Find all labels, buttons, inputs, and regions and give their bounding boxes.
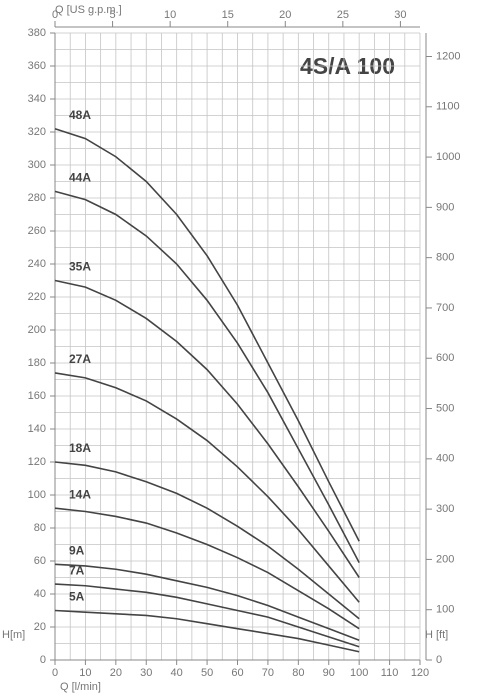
curve [54, 372, 360, 603]
curve-label: 44A [69, 171, 91, 185]
x2-tick-label: 15 [222, 9, 234, 21]
x-tick-label: 120 [411, 667, 429, 679]
curve-label: 14A [69, 487, 91, 501]
y-tick-label: 20 [34, 621, 46, 633]
x-tick-label: 110 [381, 667, 399, 679]
x2-tick-label: 5 [110, 9, 116, 21]
y-tick-label: 320 [28, 126, 46, 138]
curve [54, 583, 360, 648]
curve-label: 7A [69, 563, 85, 577]
curve [54, 609, 360, 653]
y-tick-label: 280 [28, 192, 46, 204]
y2-axis-label: H [ft] [425, 629, 448, 641]
y2-tick-label: 1200 [436, 50, 460, 62]
y-tick-label: 360 [28, 60, 46, 72]
y-tick-label: 80 [34, 522, 46, 534]
x-tick-label: 70 [262, 667, 274, 679]
curve-label: 18A [69, 441, 91, 455]
curve [54, 279, 360, 578]
y2-tick-label: 300 [436, 503, 454, 515]
y-tick-label: 180 [28, 357, 46, 369]
y2-tick-label: 900 [436, 201, 454, 213]
y2-tick-label: 700 [436, 302, 454, 314]
y-tick-label: 240 [28, 258, 46, 270]
x-tick-label: 40 [171, 667, 183, 679]
x-tick-label: 80 [292, 667, 304, 679]
curve [54, 563, 360, 641]
x2-tick-label: 10 [164, 9, 176, 21]
x-tick-label: 30 [140, 667, 152, 679]
curve-label: 48A [69, 108, 91, 122]
y2-tick-label: 600 [436, 352, 454, 364]
y2-tick-label: 200 [436, 553, 454, 565]
x2-tick-label: 20 [279, 9, 291, 21]
y2-tick-label: 1100 [436, 101, 460, 113]
y2-tick-label: 800 [436, 252, 454, 264]
y2-tick-label: 100 [436, 604, 454, 616]
x-tick-label: 10 [79, 667, 91, 679]
x-tick-label: 60 [231, 667, 243, 679]
curve-label: 27A [69, 352, 91, 366]
curve-label: 9A [69, 543, 85, 557]
y2-tick-label: 500 [436, 402, 454, 414]
y-tick-label: 140 [28, 423, 46, 435]
y-tick-label: 160 [28, 390, 46, 402]
x-tick-label: 50 [201, 667, 213, 679]
curve-label: 35A [69, 260, 91, 274]
y-tick-label: 60 [34, 555, 46, 567]
y2-tick-label: 0 [436, 654, 442, 666]
x-tick-label: 20 [110, 667, 122, 679]
y-tick-label: 260 [28, 225, 46, 237]
y-tick-label: 0 [40, 654, 46, 666]
curve [54, 190, 360, 564]
x-axis-label: Q [l/min] [60, 681, 101, 693]
y-tick-label: 100 [28, 489, 46, 501]
curve [54, 127, 360, 542]
curve [54, 461, 360, 620]
y-tick-label: 120 [28, 456, 46, 468]
y2-tick-label: 1000 [436, 151, 460, 163]
y2-tick-label: 400 [436, 453, 454, 465]
x2-tick-label: 30 [394, 9, 406, 21]
curve-label: 5A [69, 590, 85, 604]
x-tick-label: 0 [52, 667, 58, 679]
x2-axis-label: Q [US g.p.m.] [55, 4, 122, 16]
x2-tick-label: 0 [52, 9, 58, 21]
x-tick-label: 100 [350, 667, 368, 679]
y-tick-label: 200 [28, 324, 46, 336]
y-tick-label: 220 [28, 291, 46, 303]
y-axis-label: H[m] [2, 629, 25, 641]
y-tick-label: 340 [28, 93, 46, 105]
y-tick-label: 300 [28, 159, 46, 171]
x-tick-label: 90 [323, 667, 335, 679]
y-tick-label: 380 [28, 27, 46, 39]
x2-tick-label: 25 [337, 9, 349, 21]
curve [54, 507, 360, 630]
y-tick-label: 40 [34, 588, 46, 600]
